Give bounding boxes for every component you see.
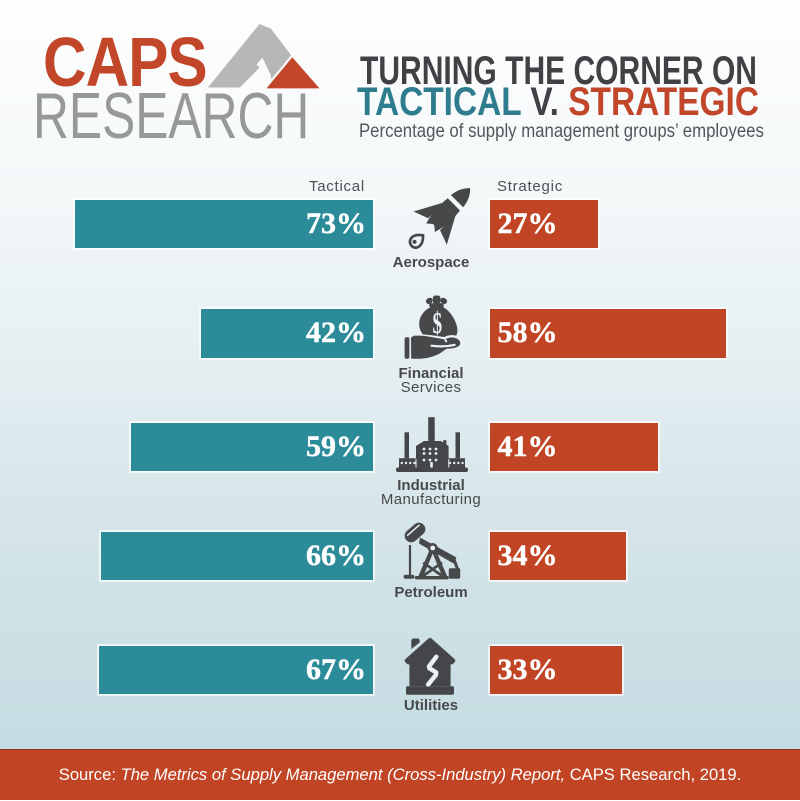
svg-text:$: $ xyxy=(432,305,442,340)
